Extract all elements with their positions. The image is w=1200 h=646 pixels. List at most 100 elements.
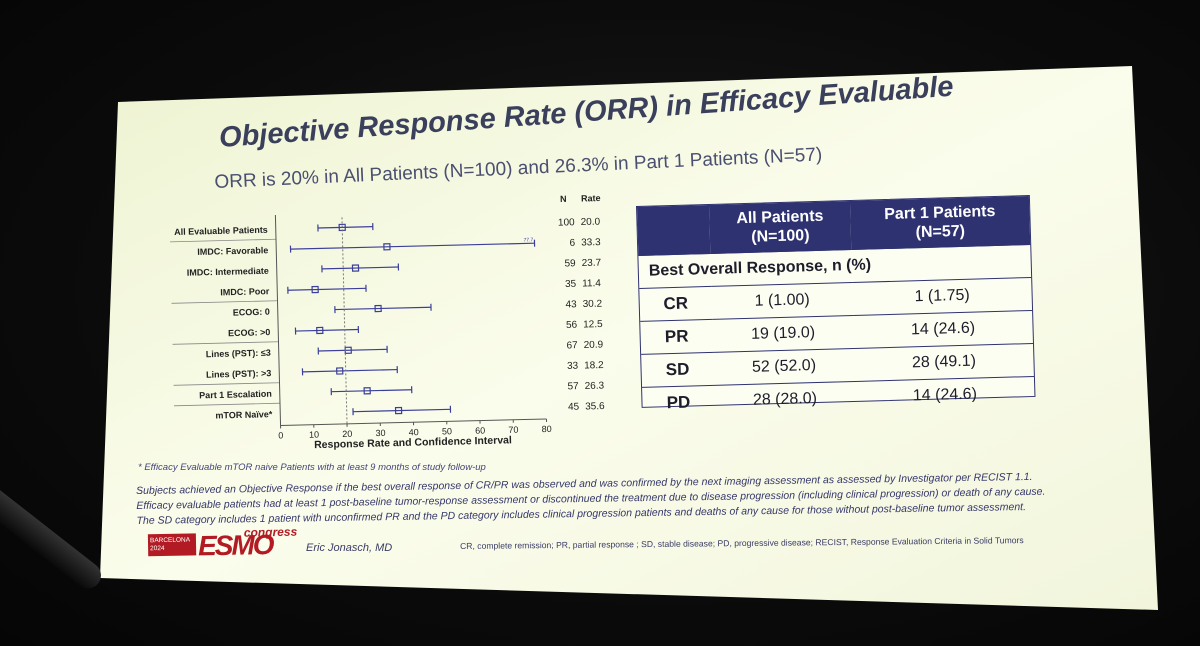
cell-part1: 1 (1.75) <box>852 277 1033 316</box>
logo-city-block: BARCELONA 2024 <box>147 533 197 557</box>
x-tick-label: 40 <box>409 427 419 437</box>
cell-all: 28 (28.0) <box>714 381 856 418</box>
row-n: 33 <box>567 361 579 372</box>
forest-row: ECOG: >0 56 12.5 <box>228 319 603 338</box>
logo-year: 2024 <box>150 544 165 553</box>
ci-line <box>287 287 367 291</box>
esmo-logo: BARCELONA 2024 ESMO congress <box>147 525 297 561</box>
x-tick-label: 60 <box>475 425 485 435</box>
cell-part1: 14 (24.6) <box>853 310 1033 349</box>
ci-note: 77.7 <box>524 237 534 243</box>
row-rate: 18.2 <box>584 360 604 371</box>
point-estimate <box>336 367 344 375</box>
row-label: SD <box>641 352 715 388</box>
presenter-name: Eric Jonasch, MD <box>306 542 393 554</box>
row-label: PR <box>640 319 714 355</box>
ci-line <box>318 348 388 352</box>
ci-line <box>334 306 431 311</box>
row-label: IMDC: Intermediate <box>187 266 269 278</box>
row-n: 100 <box>558 217 575 228</box>
row-label: Lines (PST): ≤3 <box>206 348 271 360</box>
ci-line <box>290 242 535 250</box>
row-rate: 20.0 <box>581 217 601 228</box>
cell-all: 19 (19.0) <box>712 315 855 353</box>
table-header-all: All Patients (N=100) <box>708 201 852 254</box>
row-label: PD <box>642 385 715 420</box>
ci-line <box>302 368 398 373</box>
table-header-part1-line2: (N=57) <box>915 222 966 242</box>
logo-city: BARCELONA <box>149 536 191 545</box>
asterisk-footnote: * Efficacy Evaluable mTOR naive Patients… <box>138 462 486 473</box>
ci-line <box>295 328 359 332</box>
row-label: CR <box>639 286 713 322</box>
row-rate: 26.3 <box>585 381 605 392</box>
row-label: mTOR Naïve* <box>215 409 273 420</box>
row-n: 56 <box>566 320 578 331</box>
forest-row: IMDC: Poor 35 11.4 <box>220 278 601 297</box>
forest-row: All Evaluable Patients 100 20.0 <box>174 217 601 237</box>
forest-row: Part 1 Escalation 57 26.3 <box>173 381 605 401</box>
x-tick-label: 50 <box>442 426 452 436</box>
row-n: 43 <box>565 299 577 310</box>
x-tick-label: 10 <box>309 430 319 440</box>
group-separator <box>170 238 276 243</box>
row-label: Part 1 Escalation <box>199 389 272 401</box>
row-n: 57 <box>567 381 579 392</box>
row-label: IMDC: Favorable <box>197 245 268 257</box>
row-rate: 11.4 <box>582 278 601 289</box>
row-n: 45 <box>568 402 580 413</box>
x-tick-label: 30 <box>375 428 385 438</box>
row-label: Lines (PST): >3 <box>206 368 271 380</box>
point-estimate <box>374 304 382 313</box>
logo-congress: congress <box>243 524 298 540</box>
group-separator <box>171 300 278 304</box>
cell-all: 52 (52.0) <box>713 348 855 386</box>
row-label: IMDC: Poor <box>220 286 270 297</box>
forest-row: ECOG: 0 43 30.2 <box>171 299 603 318</box>
x-tick-label: 0 <box>278 430 283 440</box>
x-axis-label: Response Rate and Confidence Interval <box>314 434 512 451</box>
row-rate: 12.5 <box>583 319 603 330</box>
point-estimate <box>316 326 324 335</box>
y-axis-line <box>274 215 282 426</box>
row-label: ECOG: >0 <box>228 327 270 338</box>
x-tick-label: 80 <box>542 424 552 434</box>
forest-row: mTOR Naïve* 45 35.6 <box>174 401 605 421</box>
group-separator <box>173 382 280 386</box>
group-separator <box>174 402 281 407</box>
forest-row: Lines (PST): ≤3 67 20.9 <box>172 340 604 360</box>
ci-line <box>321 266 399 270</box>
row-rate: 20.9 <box>584 340 604 351</box>
row-rate: 35.6 <box>585 401 605 412</box>
table-header-all-line2: (N=100) <box>751 227 810 246</box>
col-header-rate: Rate <box>581 193 601 203</box>
group-separator <box>172 341 279 345</box>
forest-row: IMDC: Intermediate 59 23.7 <box>187 258 602 278</box>
col-header-n: N <box>560 194 567 204</box>
row-label: ECOG: 0 <box>233 307 270 318</box>
row-label: All Evaluable Patients <box>174 225 268 237</box>
table-header-empty <box>637 204 711 256</box>
best-overall-response-table: All Patients (N=100) Part 1 Patients (N=… <box>636 194 1036 420</box>
ci-line <box>331 389 412 393</box>
table-header-part1: Part 1 Patients (N=57) <box>849 196 1031 250</box>
forest-row: IMDC: Favorable 77.7 6 33.3 <box>170 237 601 257</box>
point-estimate <box>351 264 360 272</box>
cell-all: 1 (1.00) <box>711 282 854 320</box>
cell-part1: 14 (24.6) <box>854 376 1035 414</box>
point-estimate <box>383 243 391 251</box>
row-n: 6 <box>569 238 575 249</box>
x-tick-label: 20 <box>342 429 352 439</box>
forest-row: Lines (PST): >3 33 18.2 <box>206 360 604 380</box>
row-n: 35 <box>565 279 577 290</box>
row-rate: 33.3 <box>581 237 601 248</box>
point-estimate <box>311 285 319 294</box>
row-rate: 30.2 <box>583 299 603 310</box>
row-n: 59 <box>564 258 576 269</box>
reference-line <box>341 217 348 424</box>
cell-part1: 28 (49.1) <box>854 343 1034 382</box>
row-n: 67 <box>566 340 578 351</box>
x-tick-label: 70 <box>508 425 518 435</box>
